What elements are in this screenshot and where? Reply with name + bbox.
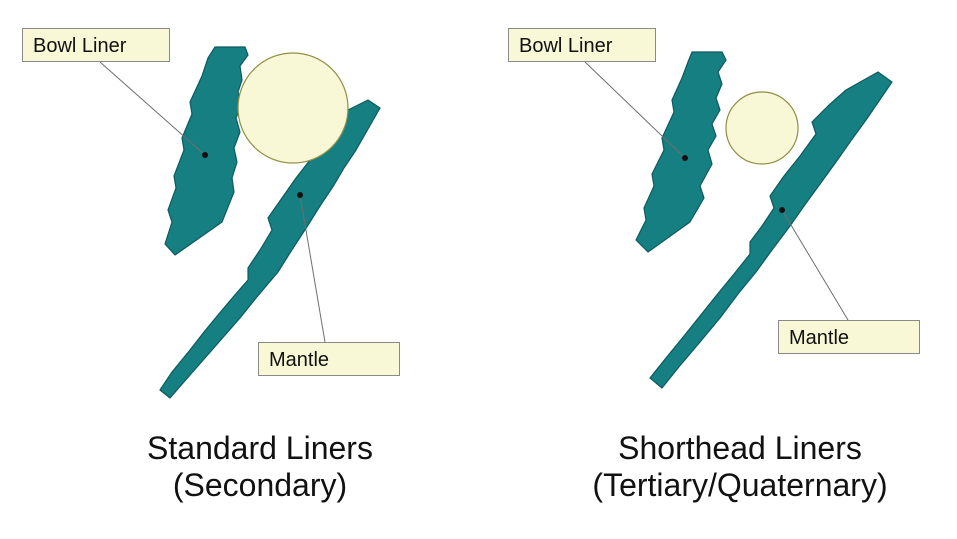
standard-bowl-leader-dot — [202, 152, 208, 158]
standard-bowl-leader — [100, 62, 205, 155]
shorthead-mantle-leader-dot — [779, 207, 785, 213]
shorthead-bowl-leader — [585, 62, 685, 158]
shorthead-caption-line2: (Tertiary/Quaternary) — [540, 467, 940, 504]
standard-caption-line2: (Secondary) — [90, 467, 430, 504]
shorthead-mantle-leader — [782, 210, 848, 320]
shorthead-feed-ball — [726, 92, 798, 164]
shorthead-bowl-liner-shape — [636, 52, 726, 252]
standard-mantle-callout-label: Mantle — [269, 349, 329, 371]
shorthead-caption-line1: Shorthead Liners — [540, 430, 940, 467]
shorthead-bowl-callout-label: Bowl Liner — [519, 35, 612, 57]
shorthead-bowl-callout: Bowl Liner — [508, 28, 656, 62]
standard-caption-line1: Standard Liners — [90, 430, 430, 467]
standard-caption: Standard Liners (Secondary) — [90, 430, 430, 504]
shorthead-mantle-callout-label: Mantle — [789, 327, 849, 349]
shorthead-mantle-callout: Mantle — [778, 320, 920, 354]
shorthead-bowl-leader-dot — [682, 155, 688, 161]
diagram-stage: Bowl Liner Mantle Bowl Liner Mantle Stan… — [0, 0, 957, 539]
standard-mantle-callout: Mantle — [258, 342, 400, 376]
shorthead-caption: Shorthead Liners (Tertiary/Quaternary) — [540, 430, 940, 504]
standard-mantle-leader-dot — [297, 192, 303, 198]
standard-bowl-callout-label: Bowl Liner — [33, 35, 126, 57]
standard-bowl-liner-shape — [165, 47, 248, 255]
standard-bowl-callout: Bowl Liner — [22, 28, 170, 62]
standard-feed-ball — [238, 53, 348, 163]
